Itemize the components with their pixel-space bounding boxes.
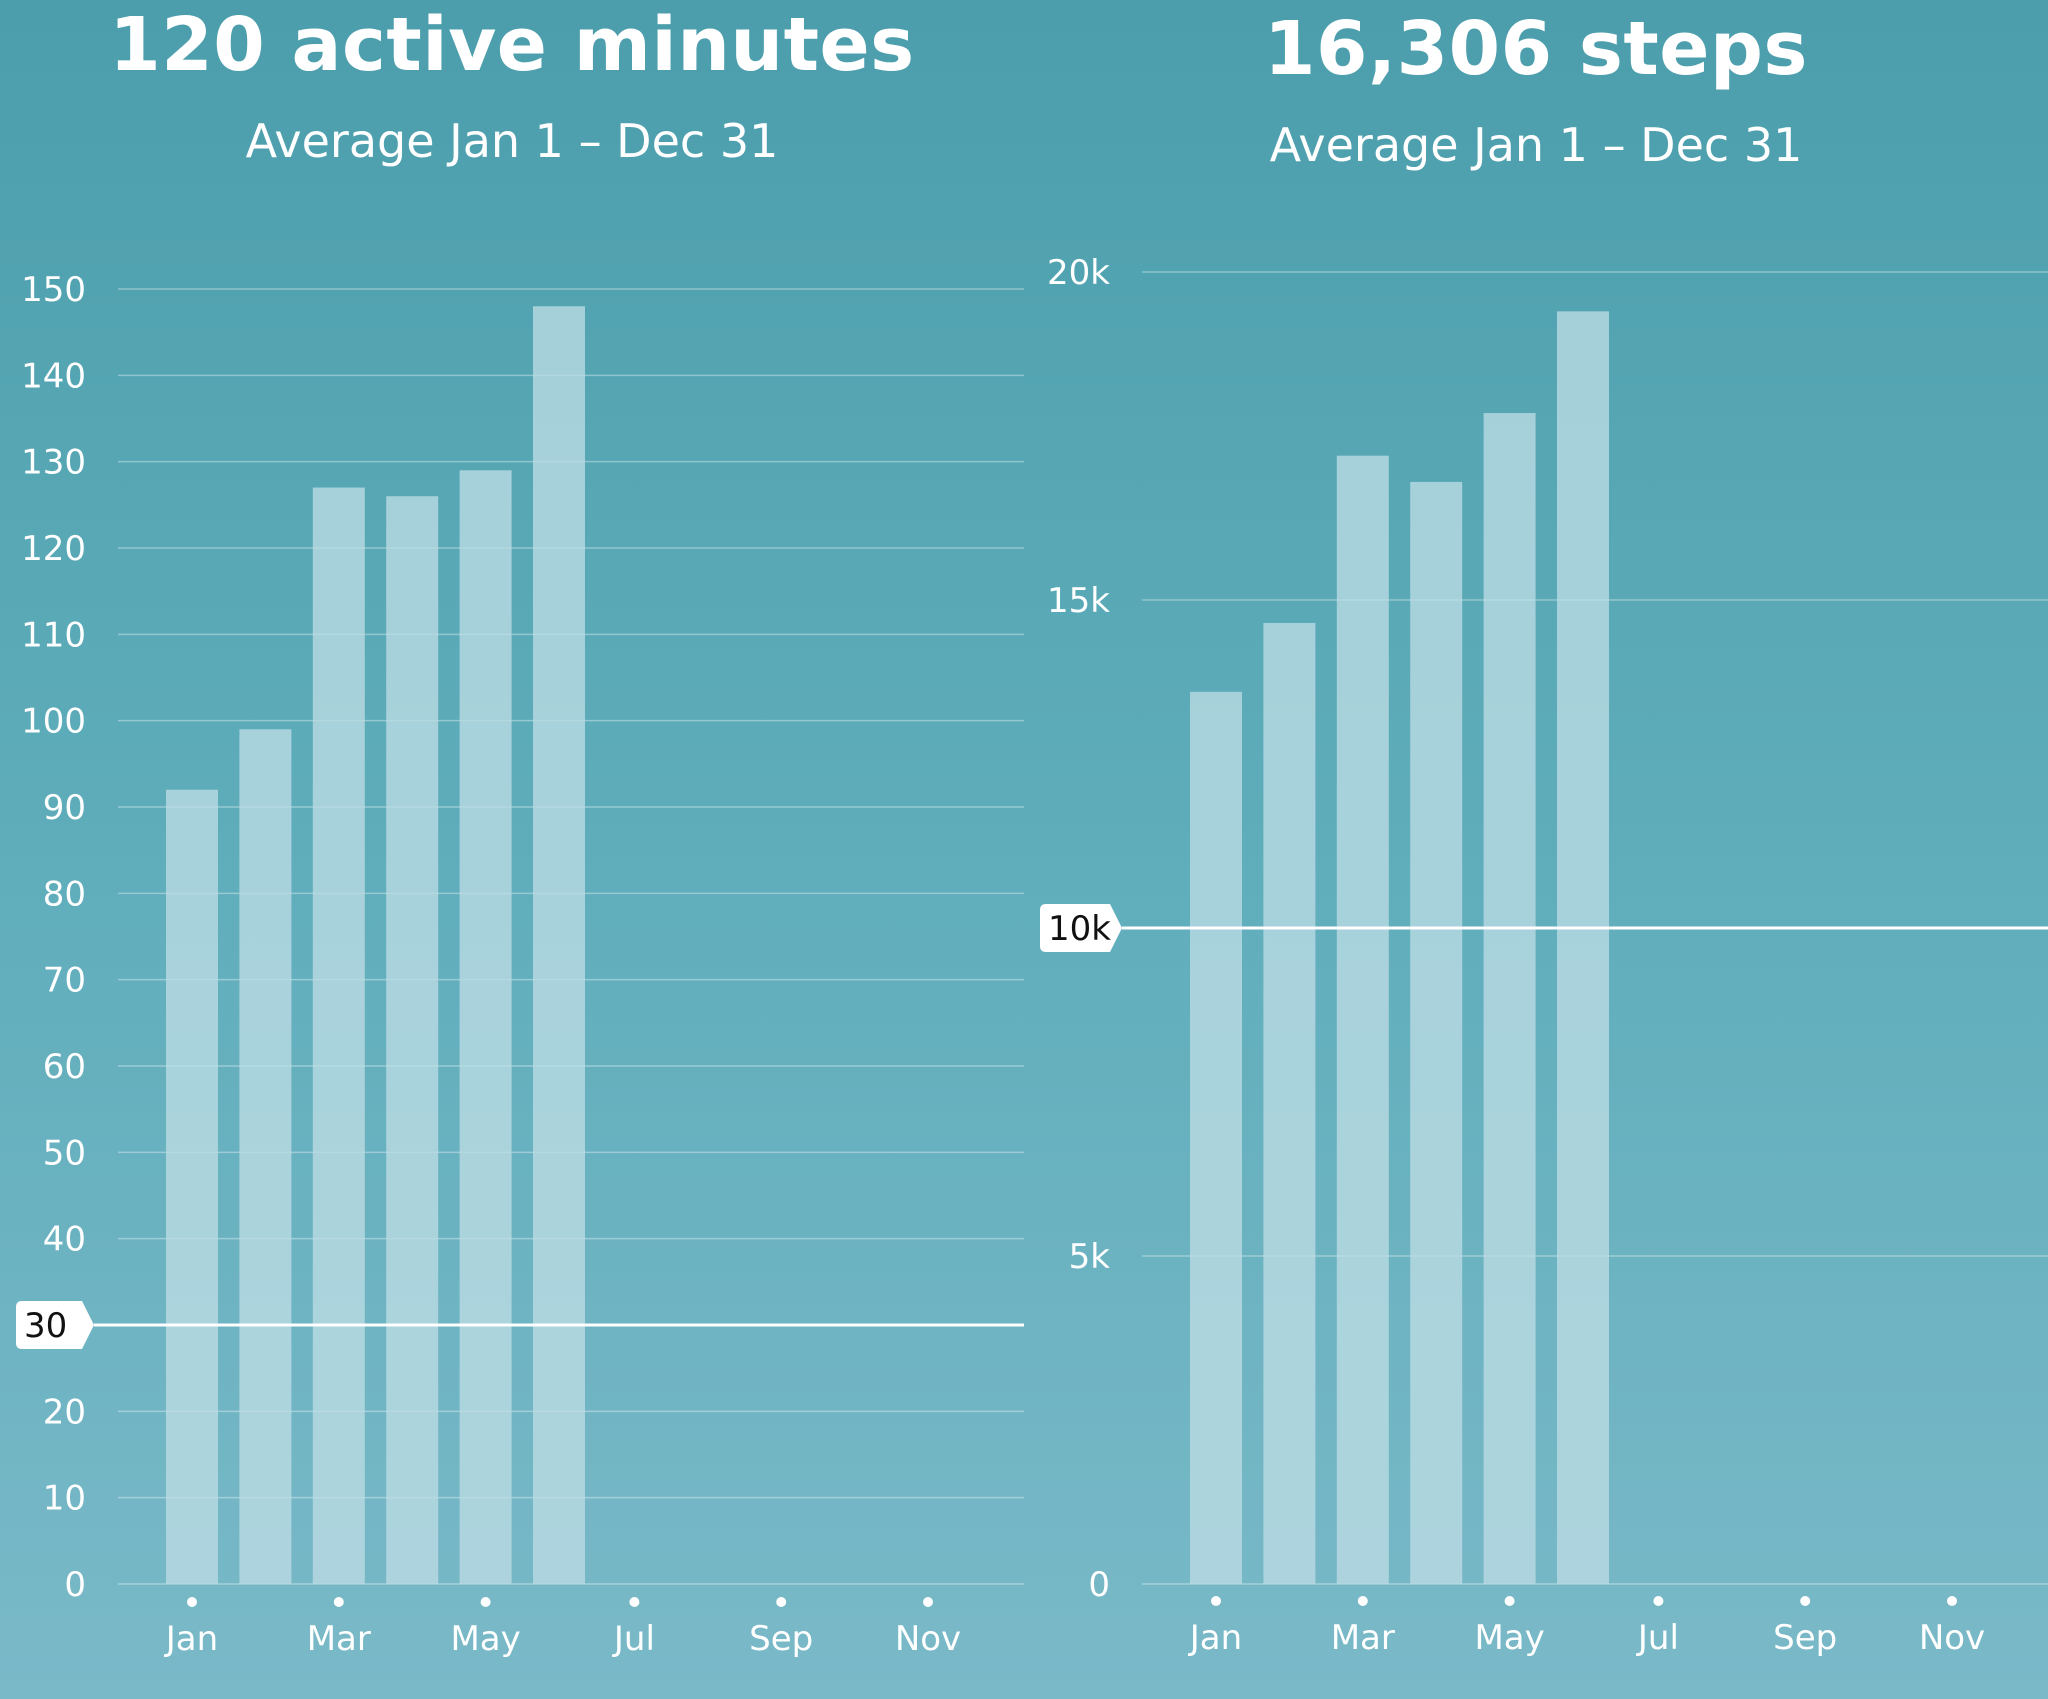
minutes-y-tick-label: 90 [43, 788, 86, 828]
steps-bar-apr [1410, 481, 1463, 1584]
active-minutes-subtitle: Average Jan 1 – Dec 31 [245, 114, 779, 168]
minutes-bar-may [459, 470, 512, 1584]
minutes-x-tick-label: Sep [749, 1619, 813, 1659]
steps-goal-label: 10k [1048, 909, 1111, 949]
minutes-x-tick-label: Jan [164, 1619, 218, 1659]
minutes-y-tick-label: 110 [21, 615, 86, 655]
minutes-bar-jan [166, 789, 218, 1584]
minutes-x-tick-dot [629, 1597, 640, 1607]
minutes-bar-feb [239, 729, 292, 1584]
steps-x-tick-label: Mar [1331, 1618, 1395, 1658]
steps-x-tick-label: Jul [1636, 1618, 1679, 1658]
minutes-y-tick-label: 130 [21, 443, 86, 483]
active-minutes-title: 120 active minutes [109, 2, 915, 88]
minutes-goal-label: 30 [24, 1306, 67, 1346]
steps-x-tick-dot [1211, 1596, 1221, 1606]
minutes-bar-mar [312, 487, 365, 1585]
steps-y-tick-label: 20k [1047, 253, 1110, 293]
active-minutes-chart: 0 10 20 40 50 60 70 80 90 100 110 120 130 140 150 30 Jan… [16, 270, 961, 1659]
steps-title: 16,306 steps [1264, 6, 1808, 92]
steps-x-tick-dot [1504, 1596, 1515, 1606]
minutes-y-tick-label: 70 [43, 961, 86, 1001]
steps-x-tick-dot [1947, 1596, 1957, 1606]
steps-panel: 16,306 steps Average Jan 1 – Dec 31 0 5k 1… [1024, 0, 2048, 1699]
minutes-x-tick-dot [776, 1597, 787, 1607]
minutes-x-tick-dot [333, 1597, 344, 1607]
steps-subtitle: Average Jan 1 – Dec 31 [1269, 118, 1803, 172]
steps-bar-mar [1336, 455, 1389, 1585]
minutes-goal-tag [16, 1301, 94, 1349]
minutes-y-tick-label: 140 [21, 356, 86, 396]
minutes-y-tick-label: 120 [21, 529, 86, 569]
steps-bar-jun [1557, 311, 1609, 1584]
minutes-bar-apr [386, 496, 439, 1585]
steps-y-tick-label: 15k [1047, 581, 1110, 621]
steps-x-tick-label: Nov [1919, 1618, 1985, 1658]
steps-bar-feb [1263, 622, 1316, 1584]
minutes-y-tick-label: 50 [43, 1133, 86, 1173]
minutes-y-tick-label: 40 [43, 1220, 86, 1260]
minutes-y-tick-label: 20 [43, 1392, 86, 1432]
minutes-x-tick-dot [187, 1597, 197, 1607]
minutes-y-tick-label: 150 [21, 270, 86, 310]
steps-x-tick-dot [1653, 1596, 1664, 1606]
minutes-x-tick-label: Jul [612, 1619, 655, 1659]
minutes-y-tick-label: 60 [43, 1047, 86, 1087]
steps-y-tick-label: 0 [1088, 1565, 1110, 1605]
minutes-x-tick-label: Nov [895, 1619, 961, 1659]
steps-x-tick-label: May [1474, 1618, 1544, 1658]
steps-x-tick-label: Sep [1773, 1618, 1837, 1658]
minutes-y-tick-label: 80 [43, 874, 86, 914]
steps-x-tick-dot [1800, 1596, 1811, 1606]
active-minutes-panel: 120 active minutes Average Jan 1 – Dec 3… [16, 2, 961, 1659]
minutes-x-tick-label: May [450, 1619, 520, 1659]
minutes-y-tick-label: 100 [21, 702, 86, 742]
minutes-y-tick-label: 10 [43, 1479, 86, 1519]
minutes-bar-jun [533, 306, 585, 1585]
steps-x-tick-label: Jan [1188, 1618, 1242, 1658]
minutes-x-tick-label: Mar [307, 1619, 371, 1659]
steps-y-tick-label: 5k [1069, 1237, 1111, 1277]
minutes-x-tick-dot [480, 1597, 491, 1607]
minutes-y-tick-label: 0 [64, 1565, 86, 1605]
steps-chart: 0 5k 15k 20k 10k Jan Mar May Jul Sep Nov [1040, 253, 2048, 1658]
steps-bar-may [1483, 413, 1536, 1584]
steps-goal-tag [1040, 904, 1122, 952]
minutes-x-tick-dot [923, 1597, 933, 1607]
steps-x-tick-dot [1357, 1596, 1368, 1606]
steps-bar-jan [1190, 691, 1242, 1584]
